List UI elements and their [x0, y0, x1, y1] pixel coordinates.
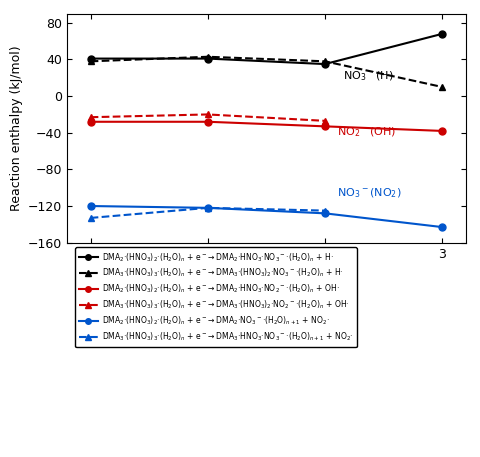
Y-axis label: Reaction enthalpy (kJ/mol): Reaction enthalpy (kJ/mol)	[10, 45, 23, 211]
Legend: DMA$_2$·(HNO$_3$)$_2$·(H$_2$O)$_n$ + e$^-$→ DMA$_2$·HNO$_3$·NO$_3$$^-$·(H$_2$O)$: DMA$_2$·(HNO$_3$)$_2$·(H$_2$O)$_n$ + e$^…	[75, 247, 357, 347]
Text: NO$_3$$^-$(H): NO$_3$$^-$(H)	[343, 70, 393, 84]
Text: NO$_3$$^-$(NO$_2$): NO$_3$$^-$(NO$_2$)	[336, 186, 401, 200]
X-axis label: n (water): n (water)	[238, 266, 295, 279]
Text: NO$_2$$^-$(OH): NO$_2$$^-$(OH)	[336, 126, 396, 139]
